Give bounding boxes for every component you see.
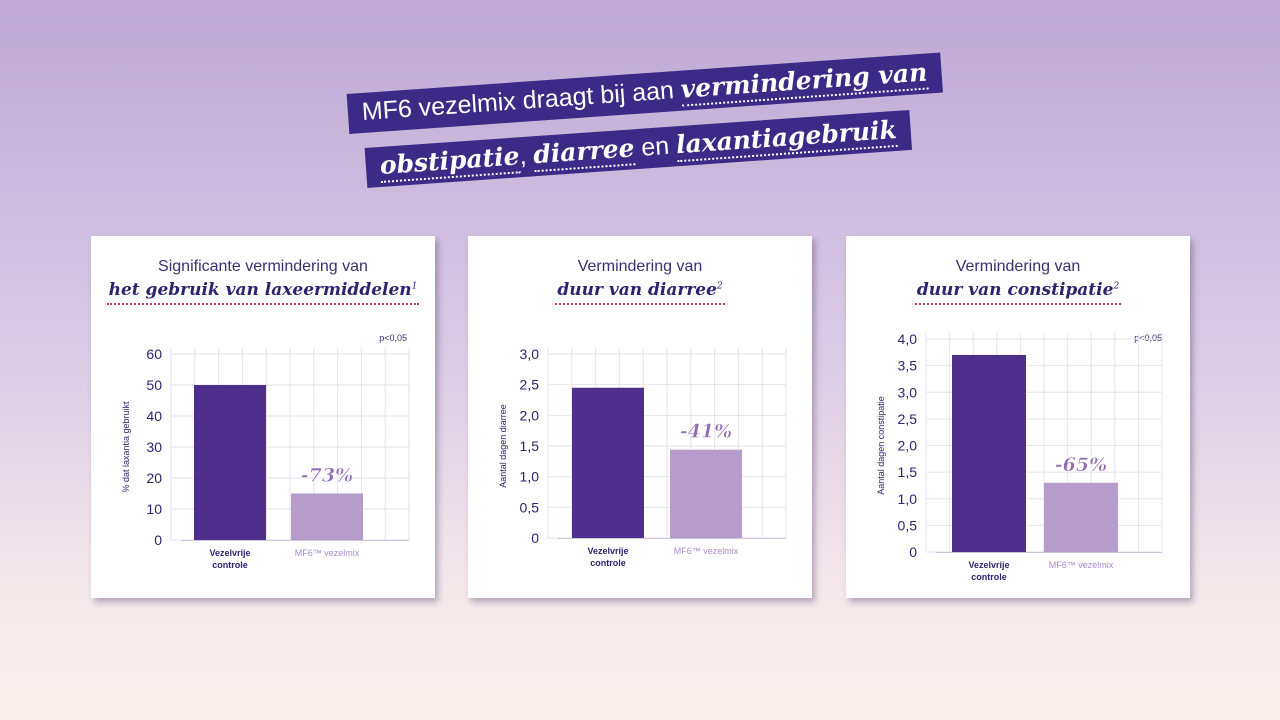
category-label-control: Vezelvrije controle (587, 546, 628, 568)
chart-subtitle: het gebruik van laxeermiddelen1 (106, 280, 420, 305)
y-tick-label: 40 (146, 408, 162, 424)
chart-subtitle: duur van diarree2 (555, 280, 725, 305)
bar-control (572, 387, 644, 538)
y-tick-label: 0,5 (898, 517, 918, 533)
bar-mf6 (670, 449, 742, 538)
y-tick-label: 0 (154, 532, 162, 548)
y-tick-label: 2,0 (520, 407, 540, 423)
y-tick-label: 1,0 (898, 491, 918, 507)
y-tick-label: 50 (146, 377, 162, 393)
bar-control (952, 354, 1026, 552)
y-tick-label: 0 (909, 544, 917, 560)
y-tick-label: 3,5 (898, 358, 918, 374)
y-tick-label: 3,0 (898, 384, 918, 400)
p-value: p<0,05 (1134, 333, 1162, 343)
footnote-marker: 1 (411, 281, 418, 292)
headline-highlight-obstipatie: obstipatie (378, 141, 521, 183)
y-axis-label: Aantal dagen constipatie (876, 396, 886, 495)
headline-highlight: vermindering van (679, 57, 929, 107)
category-label-line: Vezelvrije (587, 546, 628, 556)
reduction-label: -41% (680, 421, 732, 443)
category-label-line: Vezelvrije (209, 548, 250, 558)
category-label-control: Vezelvrije controle (209, 548, 250, 570)
reduction-label: -65% (1055, 454, 1107, 476)
chart-card-laxatives: Significante vermindering van het gebrui… (91, 236, 435, 598)
p-value: p<0,05 (379, 333, 407, 343)
y-tick-label: 20 (146, 470, 162, 486)
footnote-marker: 2 (1113, 281, 1120, 292)
headline-highlight-laxantiagebruik: laxantiagebruik (674, 114, 898, 163)
y-tick-label: 1,5 (520, 438, 540, 454)
y-tick-label: 3,0 (520, 346, 540, 362)
y-axis-label: % dat laxantia gebruikt (121, 401, 131, 493)
chart-title: Vermindering van (577, 258, 703, 275)
category-label-line: controle (212, 560, 248, 570)
footnote-marker: 2 (716, 281, 723, 292)
headline-banner: MF6 vezelmix draagt bij aan vermindering… (0, 0, 1280, 220)
y-tick-label: 30 (146, 439, 162, 455)
headline-highlight-diarree: diarree (532, 133, 636, 173)
category-label-control: Vezelvrije controle (968, 560, 1009, 582)
bar-mf6 (1044, 482, 1118, 552)
y-tick-label: 60 (146, 346, 162, 362)
chart-subtitle-text: het gebruik van laxeermiddelen (108, 280, 412, 300)
chart-subtitle-text: duur van constipatie (916, 280, 1114, 300)
y-tick-label: 2,5 (520, 377, 540, 393)
category-label-mf6: MF6™ vezelmix (295, 548, 360, 558)
category-label-mf6: MF6™ vezelmix (674, 546, 739, 556)
chart-title: Significante vermindering van (158, 258, 368, 275)
headline-separator: en (633, 131, 678, 163)
y-tick-label: 1,5 (898, 464, 918, 480)
bar-mf6 (291, 493, 363, 540)
bar-chart-laxatives: 0 10 20 30 40 50 60 -73% Vezelvrije controle MF6™ … (121, 346, 410, 570)
category-label-line: controle (971, 572, 1007, 582)
headline-text: MF6 vezelmix draagt bij aan (360, 75, 682, 126)
y-tick-label: 0 (531, 530, 539, 546)
chart-card-diarrhea: Vermindering van duur van diarree2 0 0,5 1… (468, 236, 812, 598)
category-label-mf6: MF6™ vezelmix (1049, 560, 1114, 570)
chart-title: Vermindering van (955, 258, 1081, 275)
chart-subtitle-text: duur van diarree (557, 280, 717, 300)
reduction-label: -73% (301, 465, 353, 487)
y-tick-label: 2,0 (898, 438, 918, 454)
y-tick-label: 4,0 (898, 331, 918, 347)
category-label-line: Vezelvrije (968, 560, 1009, 570)
y-tick-label: 10 (146, 501, 162, 517)
y-tick-label: 1,0 (520, 469, 540, 485)
bar-chart-diarrhea: 0 0,5 1,0 1,5 2,0 2,5 3,0 -41% Vezelvrije control… (498, 346, 787, 568)
y-tick-label: 0,5 (520, 499, 540, 515)
y-axis-label: Aantal dagen diarree (498, 404, 508, 488)
chart-card-constipation: Vermindering van duur van constipatie2 p… (846, 236, 1190, 598)
chart-subtitle: duur van constipatie2 (914, 280, 1122, 305)
category-label-line: controle (590, 558, 626, 568)
bar-control (194, 385, 266, 540)
y-tick-label: 2,5 (898, 411, 918, 427)
bar-chart-constipation: 0 0,5 1,0 1,5 2,0 2,5 3,0 3,5 4,0 -65% Vezelvrije c… (876, 331, 1163, 582)
